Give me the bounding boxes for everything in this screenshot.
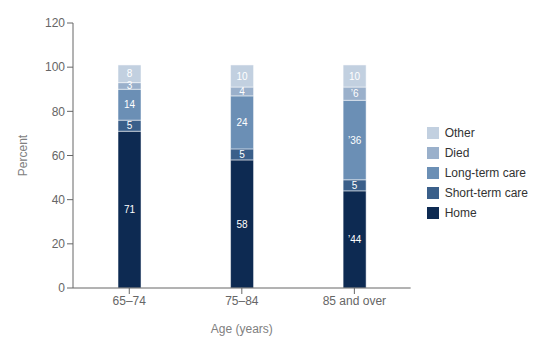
svg-text:Age (years): Age (years) bbox=[211, 322, 273, 336]
svg-text:10: 10 bbox=[237, 71, 249, 82]
html-text:Other: Other bbox=[444, 125, 475, 140]
svg-text:24: 24 bbox=[237, 117, 249, 128]
svg-text:71: 71 bbox=[124, 204, 136, 215]
svg-text:85 and over: 85 and over bbox=[323, 294, 386, 308]
svg-text:5: 5 bbox=[352, 180, 358, 191]
svg-text:4: 4 bbox=[239, 86, 245, 97]
svg-text:14: 14 bbox=[124, 99, 136, 110]
svg-text:8: 8 bbox=[127, 68, 133, 79]
svg-text:10: 10 bbox=[349, 71, 361, 82]
svg-text:65–74: 65–74 bbox=[113, 294, 147, 308]
svg-text:0: 0 bbox=[58, 281, 65, 295]
svg-text:5: 5 bbox=[127, 120, 133, 131]
svg-text:75–84: 75–84 bbox=[225, 294, 259, 308]
html-text:Died: Died bbox=[444, 145, 470, 160]
svg-text:100: 100 bbox=[45, 60, 65, 74]
html-text:Long-term care: Long-term care bbox=[444, 165, 526, 180]
svg-text:’36: ’36 bbox=[348, 135, 362, 146]
svg-text:Percent: Percent bbox=[16, 134, 30, 176]
svg-text:20: 20 bbox=[52, 237, 66, 251]
svg-text:58: 58 bbox=[237, 219, 249, 230]
svg-text:60: 60 bbox=[52, 149, 66, 163]
svg-text:80: 80 bbox=[52, 105, 66, 119]
html-text:Short-term care: Short-term care bbox=[444, 185, 528, 200]
svg-text:120: 120 bbox=[45, 16, 65, 30]
svg-text:3: 3 bbox=[127, 80, 133, 91]
svg-text:5: 5 bbox=[239, 149, 245, 160]
svg-text:’44: ’44 bbox=[348, 234, 362, 245]
html-text:Home: Home bbox=[444, 205, 477, 220]
svg-text:’6: ’6 bbox=[351, 88, 359, 99]
svg-text:40: 40 bbox=[52, 193, 66, 207]
